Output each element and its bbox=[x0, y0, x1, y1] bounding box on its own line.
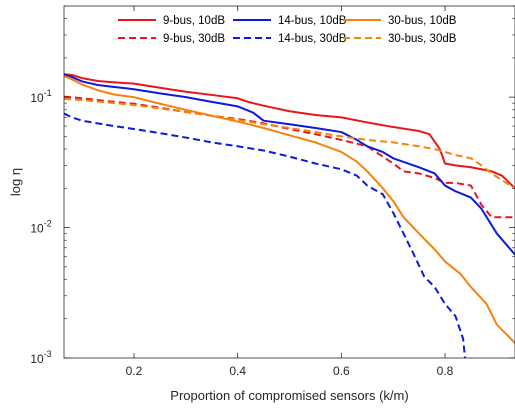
legend: 9-bus, 10dB 14-bus, 10dB 30-bus, 10dB 9-bus… bbox=[118, 15, 457, 45]
series-line bbox=[64, 75, 515, 344]
legend-label: 14-bus, 30dB bbox=[278, 33, 347, 45]
x-tick-label: 0.8 bbox=[437, 364, 454, 378]
y-axis-label: log η bbox=[8, 168, 23, 196]
x-tick-label: 0.4 bbox=[229, 364, 246, 378]
plot-area bbox=[64, 6, 515, 358]
legend-label: 30-bus, 10dB bbox=[388, 15, 457, 27]
series-layer bbox=[64, 73, 515, 358]
legend-label: 9-bus, 10dB bbox=[163, 15, 225, 27]
series-line bbox=[64, 97, 515, 190]
plot-frame bbox=[63, 5, 515, 359]
x-axis-label: Proportion of compromised sensors (k/m) bbox=[170, 388, 408, 403]
x-tick-label: 0.2 bbox=[126, 364, 143, 378]
legend-label: 30-bus, 30dB bbox=[388, 33, 457, 45]
legend-label: 14-bus, 10dB bbox=[278, 15, 347, 27]
series-line bbox=[64, 73, 515, 256]
series-line bbox=[64, 95, 515, 219]
legend-label: 9-bus, 30dB bbox=[163, 33, 225, 45]
x-tick-label: 0.6 bbox=[333, 364, 350, 378]
series-line bbox=[64, 73, 515, 190]
series-line bbox=[64, 112, 467, 358]
